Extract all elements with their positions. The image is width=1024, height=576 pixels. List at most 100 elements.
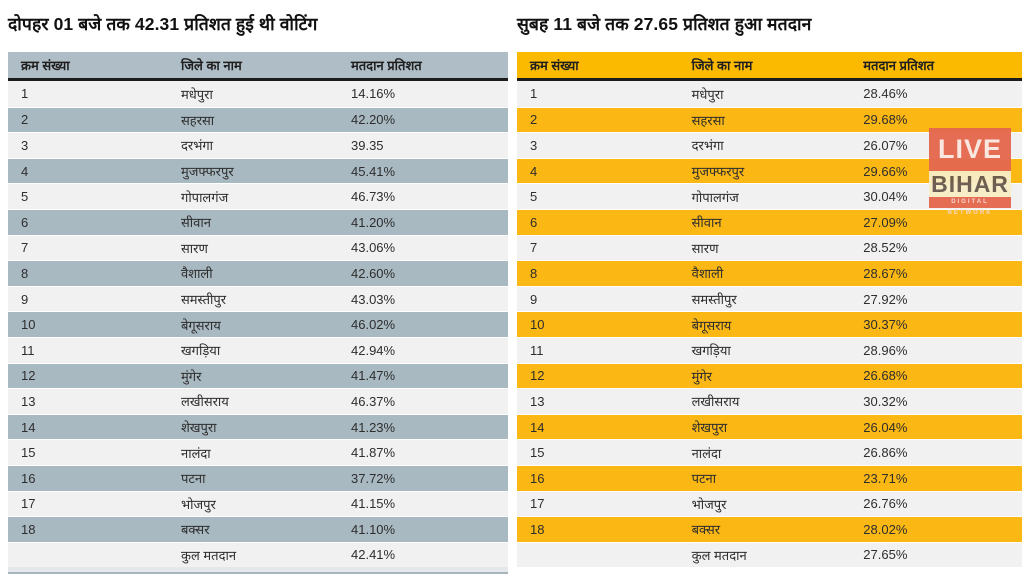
- logo-tagline-text: DIGITAL NETWORK: [929, 197, 1011, 216]
- district-cell: सहरसा: [691, 112, 725, 128]
- serial-cell: 13: [530, 393, 545, 409]
- percent-cell: 29.68%: [863, 112, 908, 128]
- district-cell: नालंदा: [691, 445, 722, 461]
- serial-cell: 11: [530, 342, 544, 358]
- table-row: 6 सीवान 41.20%: [8, 208, 508, 235]
- table-row: 12 मुंगेर 41.47%: [8, 362, 508, 389]
- percent-cell: 42.20%: [351, 112, 396, 128]
- panel-voting-1pm: दोपहर 01 बजे तक 42.31 प्रतिशत हुई थी वोट…: [8, 8, 508, 575]
- header-serial-number: क्रम संख्या: [530, 58, 579, 73]
- table-row: 8 वैशाली 42.60%: [8, 260, 508, 286]
- total-label: कुल मतदान: [691, 547, 747, 563]
- serial-cell: 8: [530, 265, 538, 281]
- serial-cell: 18: [530, 521, 545, 537]
- district-cell: खगड़िया: [691, 343, 731, 359]
- district-cell: वैशाली: [181, 266, 213, 282]
- district-cell: भोजपुर: [691, 496, 727, 512]
- serial-cell: 9: [530, 291, 538, 307]
- district-cell: बक्सर: [691, 522, 721, 538]
- serial-cell: 11: [21, 342, 35, 358]
- table-title-11am: सुबह 11 बजे तक 27.65 प्रतिशत हुआ मतदान: [517, 14, 812, 34]
- district-cell: दरभंगा: [691, 138, 724, 154]
- table-row: 8 वैशाली 28.67%: [517, 260, 1022, 286]
- serial-cell: 15: [21, 445, 36, 461]
- voting-table-1pm: क्रम संख्या जिले का नाम मतदान प्रतिशत 1 म…: [8, 52, 508, 575]
- table-row: 17 भोजपुर 26.76%: [517, 490, 1022, 517]
- district-cell: पटना: [181, 471, 206, 487]
- serial-cell: 14: [21, 419, 36, 435]
- table-row: 7 सारण 43.06%: [8, 234, 508, 261]
- district-cell: सहरसा: [181, 112, 215, 128]
- district-cell: गोपालगंज: [181, 189, 229, 205]
- percent-cell: 27.09%: [863, 214, 908, 230]
- percent-cell: 46.37%: [351, 393, 396, 409]
- serial-cell: 16: [21, 470, 36, 486]
- serial-cell: 7: [530, 240, 538, 256]
- table-row: 9 समस्तीपुर 43.03%: [8, 285, 508, 312]
- table-row: 16 पटना 37.72%: [8, 464, 508, 491]
- table-body: 1 मधेपुरा 14.16% 2 सहरसा 42.20% 3 दरभंगा 39.35 4 म…: [8, 81, 508, 542]
- percent-cell: 30.37%: [863, 317, 908, 333]
- serial-cell: 4: [21, 163, 29, 179]
- percent-cell: 23.71%: [863, 470, 908, 486]
- serial-cell: 7: [21, 240, 29, 256]
- table-header-row: क्रम संख्या जिले का नाम मतदान प्रतिशत: [8, 52, 508, 81]
- table-row: 11 खगड़िया 42.94%: [8, 336, 508, 363]
- district-cell: पटना: [691, 471, 717, 487]
- serial-cell: 4: [530, 163, 538, 179]
- table-row: 3 दरभंगा 39.35: [8, 132, 508, 158]
- serial-cell: 18: [21, 521, 36, 537]
- header-voting-percent: मतदान प्रतिशत: [863, 58, 934, 73]
- district-cell: शेखपुरा: [691, 420, 728, 436]
- table-row: 7 सारण 28.52%: [517, 234, 1022, 261]
- district-cell: मधेपुरा: [691, 86, 724, 102]
- district-cell: बेगूसराय: [691, 317, 732, 333]
- district-cell: मुजफ्फरपुर: [181, 164, 234, 180]
- district-cell: लखीसराय: [691, 394, 740, 410]
- district-cell: गोपालगंज: [691, 189, 739, 205]
- live-bihar-logo: LIVE BIHAR DIGITAL NETWORK: [929, 128, 1011, 216]
- table-row: 18 बक्सर 28.02%: [517, 516, 1022, 542]
- percent-cell: 28.02%: [863, 521, 908, 537]
- district-cell: समस्तीपुर: [691, 292, 737, 308]
- table-row: 17 भोजपुर 41.15%: [8, 490, 508, 517]
- table-row: 10 बेगूसराय 30.37%: [517, 311, 1022, 337]
- percent-cell: 27.92%: [863, 291, 908, 307]
- district-cell: मुंगेर: [691, 368, 713, 384]
- serial-cell: 1: [21, 86, 29, 102]
- district-cell: सारण: [691, 240, 719, 256]
- percent-cell: 45.41%: [351, 163, 396, 179]
- table-row: 14 शेखपुरा 41.23%: [8, 413, 508, 440]
- district-cell: दरभंगा: [181, 138, 214, 154]
- total-row: कुल मतदान 42.41%: [8, 541, 508, 568]
- district-cell: सीवान: [181, 215, 211, 231]
- percent-cell: 46.02%: [351, 317, 396, 333]
- logo-bihar-text: BIHAR: [929, 171, 1011, 197]
- serial-cell: 15: [530, 445, 545, 461]
- header-serial-number: क्रम संख्या: [21, 58, 70, 73]
- district-cell: मुंगेर: [181, 368, 202, 384]
- serial-cell: 2: [21, 112, 29, 128]
- panel-voting-11am: सुबह 11 बजे तक 27.65 प्रतिशत हुआ मतदान क…: [517, 8, 1022, 574]
- district-cell: खगड़िया: [181, 343, 221, 359]
- percent-cell: 46.73%: [351, 189, 396, 205]
- header-district-name: जिले का नाम: [181, 58, 242, 73]
- district-cell: समस्तीपुर: [181, 292, 227, 308]
- table-row: 15 नालंदा 41.87%: [8, 439, 508, 465]
- percent-cell: 43.03%: [351, 291, 396, 307]
- total-row: कुल मतदान 27.65%: [517, 541, 1022, 568]
- serial-cell: 12: [21, 368, 36, 384]
- percent-cell: 30.32%: [863, 393, 908, 409]
- table-row: 2 सहरसा 29.68%: [517, 106, 1022, 133]
- table-header-row: क्रम संख्या जिले का नाम मतदान प्रतिशत: [517, 52, 1022, 81]
- table-row: 11 खगड़िया 28.96%: [517, 336, 1022, 363]
- serial-cell: 17: [530, 496, 545, 512]
- percent-cell: 28.96%: [863, 342, 908, 358]
- percent-cell: 41.87%: [351, 445, 396, 461]
- percent-cell: 28.67%: [863, 265, 908, 281]
- serial-cell: 5: [530, 189, 538, 205]
- serial-cell: 13: [21, 393, 36, 409]
- district-cell: लखीसराय: [181, 394, 229, 410]
- district-cell: बेगूसराय: [181, 317, 221, 333]
